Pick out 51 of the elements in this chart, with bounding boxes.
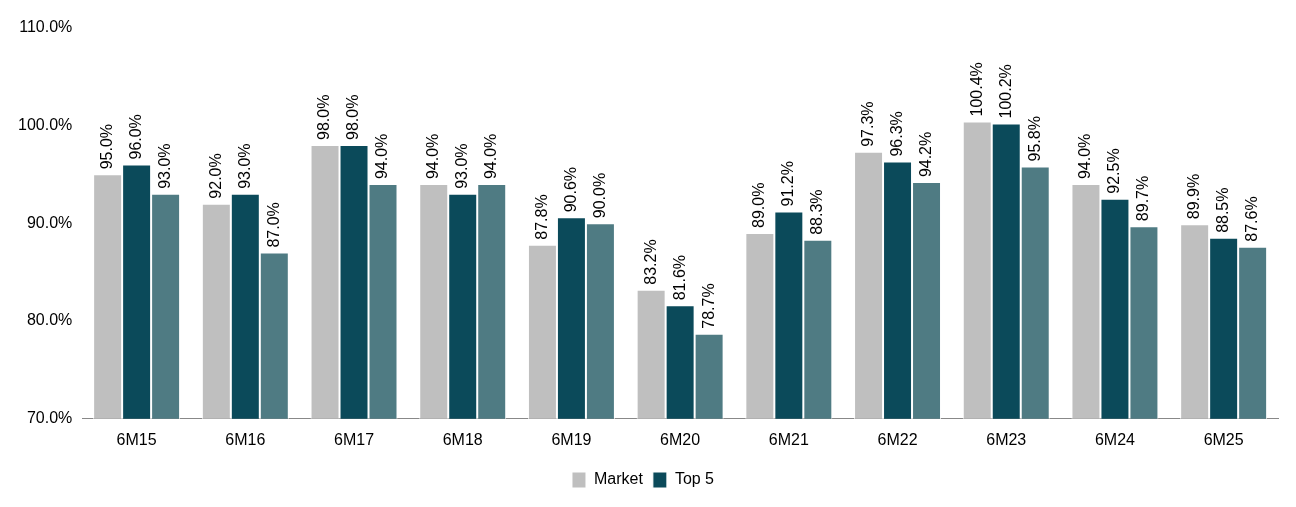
data-label: 89.7% bbox=[1134, 175, 1152, 222]
data-label: 87.6% bbox=[1243, 196, 1261, 242]
y-tick-label: 90.0% bbox=[26, 213, 73, 231]
data-label: 90.0% bbox=[590, 172, 608, 219]
data-label: 89.9% bbox=[1185, 173, 1203, 220]
data-label: 78.7% bbox=[699, 283, 717, 329]
y-tick-label: 80.0% bbox=[26, 311, 73, 329]
x-tick-label: 6M19 bbox=[551, 430, 592, 448]
data-label: 94.2% bbox=[916, 131, 934, 178]
data-label: 93.0% bbox=[235, 143, 253, 189]
data-label: 100.2% bbox=[996, 64, 1014, 119]
data-label: 98.0% bbox=[315, 94, 333, 140]
data-label: 98.0% bbox=[344, 94, 362, 140]
data-label: 92.0% bbox=[206, 153, 224, 199]
data-label: 97.3% bbox=[858, 101, 876, 147]
data-label: 88.5% bbox=[1214, 187, 1232, 233]
x-tick-label: 6M17 bbox=[334, 430, 375, 448]
data-label: 94.0% bbox=[373, 133, 391, 180]
data-label: 91.2% bbox=[779, 161, 797, 207]
data-label: 87.8% bbox=[532, 194, 550, 240]
x-tick-label: 6M18 bbox=[442, 430, 483, 448]
data-label: 94.0% bbox=[1076, 133, 1094, 180]
x-tick-label: 6M23 bbox=[986, 430, 1027, 448]
data-label: 87.0% bbox=[264, 202, 282, 248]
data-label: 93.0% bbox=[156, 143, 174, 189]
y-tick-label: 70.0% bbox=[26, 409, 73, 427]
data-label: 92.5% bbox=[1105, 148, 1123, 194]
data-label: 96.0% bbox=[127, 114, 145, 160]
x-tick-label: 6M25 bbox=[1203, 430, 1244, 448]
y-tick-label: 100.0% bbox=[18, 115, 73, 133]
data-label: 94.0% bbox=[482, 133, 500, 180]
x-tick-label: 6M16 bbox=[225, 430, 266, 448]
data-label: 83.2% bbox=[641, 239, 659, 285]
x-tick-label: 6M20 bbox=[660, 430, 701, 448]
data-label: 96.3% bbox=[887, 111, 905, 157]
data-label: 93.0% bbox=[453, 143, 471, 189]
x-tick-label: 6M24 bbox=[1094, 430, 1136, 448]
x-tick-label: 6M15 bbox=[116, 430, 157, 448]
data-label: 81.6% bbox=[670, 254, 688, 301]
x-tick-label: 6M21 bbox=[768, 430, 809, 448]
data-label: 89.0% bbox=[750, 182, 768, 228]
data-label: 95.8% bbox=[1025, 116, 1043, 162]
data-label: 100.4% bbox=[967, 62, 985, 117]
data-label: 94.0% bbox=[424, 133, 442, 180]
y-tick-label: 110.0% bbox=[19, 18, 73, 36]
x-tick-label: 6M22 bbox=[877, 430, 918, 448]
data-label: 90.6% bbox=[561, 166, 579, 213]
legend-label: Market bbox=[593, 470, 644, 488]
data-label: 95.0% bbox=[98, 123, 116, 170]
legend-label: Top 5 bbox=[674, 470, 715, 488]
data-label: 88.3% bbox=[808, 189, 826, 235]
